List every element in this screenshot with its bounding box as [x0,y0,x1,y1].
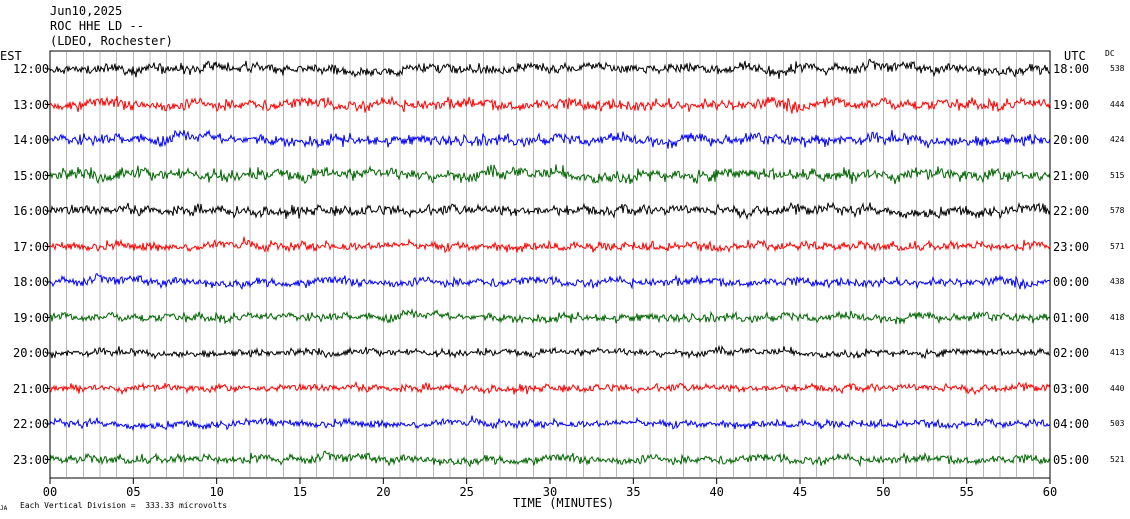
est-hour-label: 21:00 [13,381,50,396]
utc-hour-label: 02:00 [1053,346,1090,360]
dc-value: 438 [1110,277,1125,286]
est-hour-label: 15:00 [13,168,50,183]
est-hour-label: 13:00 [13,97,50,112]
utc-hour-label: 03:00 [1053,381,1090,396]
trace-hour-1200 [49,58,1051,79]
x-tick-label: 20 [376,485,390,499]
est-hour-label: 18:00 [13,275,50,289]
est-hour-label: 19:00 [13,310,50,325]
x-tick-label: 45 [793,485,807,499]
trace-hour-1800 [49,272,1051,290]
x-tick-label: 00 [43,485,57,499]
network-label: (LDEO, Rochester) [50,34,173,48]
utc-hour-label: 00:00 [1053,275,1090,289]
trace-hour-2000 [49,344,1051,360]
dc-value: 418 [1110,312,1125,322]
dc-value: 444 [1110,99,1125,109]
trace-hour-2100 [49,380,1051,396]
utc-hour-label: 01:00 [1053,310,1090,325]
x-tick-label: 10 [209,485,223,499]
dc-value: 515 [1110,170,1125,180]
utc-hour-label: 21:00 [1053,168,1090,183]
est-axis-label: EST [0,49,22,63]
est-hour-label: 17:00 [13,239,50,254]
trace-hour-1600 [49,201,1051,221]
utc-hour-label: 18:00 [1053,62,1090,76]
station-label: ROC HHE LD -- [50,19,144,33]
utc-hour-label: 23:00 [1053,239,1090,254]
trace-hour-2300 [49,450,1051,468]
dc-value: 571 [1110,241,1125,251]
utc-axis-label: UTC [1064,49,1086,63]
trace-hour-1900 [49,307,1051,325]
utc-hour-label: 22:00 [1053,204,1090,218]
utc-hour-label: 19:00 [1053,97,1090,112]
est-hour-label: 16:00 [13,204,50,218]
dc-value: 413 [1110,348,1125,357]
est-hour-label: 22:00 [13,417,50,431]
x-tick-label: 60 [1043,485,1057,499]
est-hour-label: 20:00 [13,346,50,360]
trace-hour-1300 [49,95,1051,114]
utc-hour-label: 05:00 [1053,452,1090,467]
dc-column-label: DC [1105,49,1115,58]
dc-value: 521 [1110,454,1125,464]
est-hour-label: 12:00 [13,62,50,76]
x-axis-title: TIME (MINUTES) [513,496,615,510]
x-tick-label: 05 [126,485,140,499]
dc-value: 440 [1110,383,1125,393]
dc-value: 503 [1110,419,1125,428]
x-tick-label: 30 [543,485,557,499]
dc-value: 578 [1110,206,1125,215]
est-hour-label: 23:00 [13,452,50,467]
trace-hour-1400 [50,129,1051,149]
utc-hour-label: 04:00 [1053,417,1090,431]
trace-hour-1500 [49,164,1051,185]
est-hour-label: 14:00 [13,133,50,147]
dc-value: 538 [1110,64,1125,73]
x-tick-label: 40 [709,485,723,499]
x-tick-label: 35 [626,485,640,499]
x-tick-label: 55 [959,485,973,499]
trace-hour-2200 [49,415,1051,432]
utc-hour-label: 20:00 [1053,133,1090,147]
x-tick-label: 25 [459,485,473,499]
date-label: Jun10,2025 [50,4,123,18]
x-tick-label: 15 [293,485,307,499]
x-tick-label: 50 [876,485,890,499]
scale-note: Each Vertical Division = 333.33 microvol… [20,501,228,510]
trace-hour-1700 [49,236,1051,254]
dc-value: 424 [1110,135,1125,144]
corner-mark: JA [0,505,8,512]
